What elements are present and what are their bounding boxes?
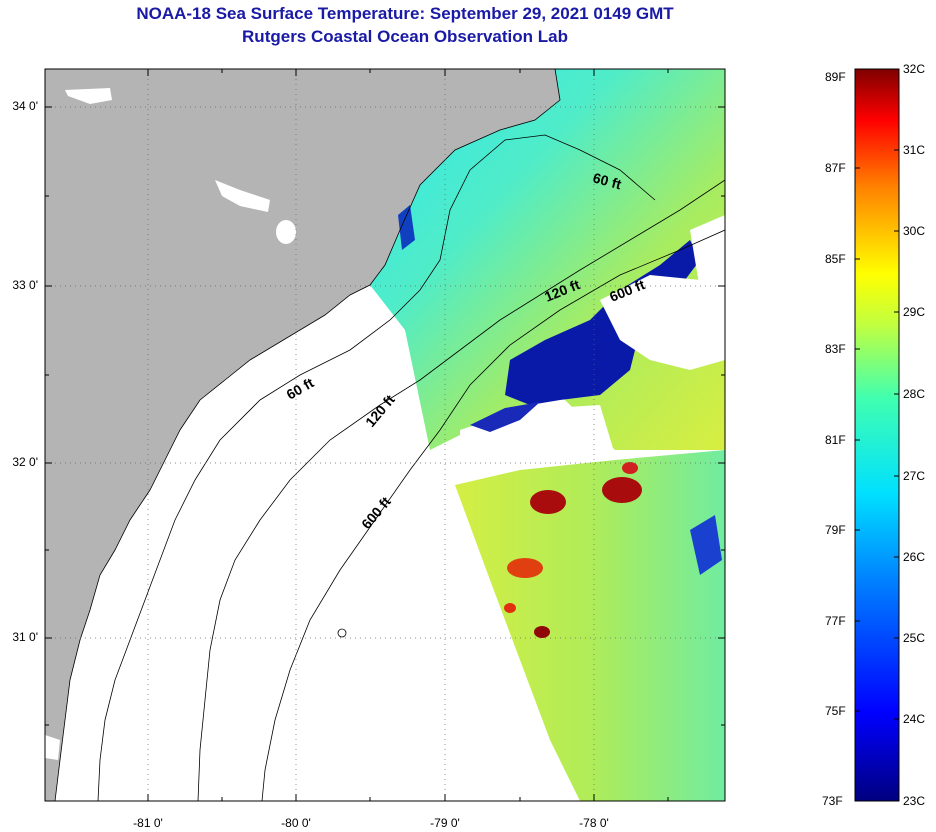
colorbar-f-label: 83F bbox=[825, 342, 846, 356]
colorbar bbox=[854, 68, 900, 802]
colorbar-f-label: 75F bbox=[825, 704, 846, 718]
colorbar-f-label: 87F bbox=[825, 161, 846, 175]
lat-lon-grid bbox=[45, 69, 725, 801]
coastline bbox=[54, 69, 561, 801]
colorbar-c-label: 25C bbox=[903, 631, 926, 645]
lat-label: 32 0' bbox=[12, 455, 38, 469]
colorbar-c-label: 24C bbox=[903, 712, 926, 726]
colorbar-f-label: 79F bbox=[825, 523, 846, 537]
warm-patch bbox=[602, 477, 642, 503]
cold-patch bbox=[470, 402, 540, 432]
cold-patch bbox=[398, 205, 415, 250]
map-subtitle: Rutgers Coastal Ocean Observation Lab bbox=[242, 27, 568, 46]
warm-patch bbox=[534, 626, 550, 638]
warm-patch bbox=[504, 603, 516, 613]
colorbar-f-label: 81F bbox=[825, 433, 846, 447]
lake-spot bbox=[65, 88, 112, 104]
lon-label: -80 0' bbox=[281, 816, 311, 830]
lon-label: -78 0' bbox=[579, 816, 609, 830]
colorbar-c-label: 31C bbox=[903, 143, 926, 157]
colorbar-c-label: 26C bbox=[903, 550, 926, 564]
lat-label: 33 0' bbox=[12, 278, 38, 292]
lon-label: -79 0' bbox=[430, 816, 460, 830]
cloud-mask bbox=[600, 275, 725, 370]
colorbar-c-label: 32C bbox=[903, 62, 926, 76]
colorbar-c-label: 29C bbox=[903, 305, 926, 319]
colorbar-f-label: 89F bbox=[825, 70, 846, 84]
contour-120ft bbox=[197, 179, 725, 801]
seamount-contour bbox=[337, 628, 347, 638]
contour-label-60-north: 60 ft bbox=[591, 169, 623, 192]
lake-spot bbox=[215, 180, 270, 212]
colorbar-c-label: 23C bbox=[903, 794, 926, 808]
contour-600ft bbox=[261, 229, 725, 801]
warm-patch bbox=[530, 490, 566, 514]
colorbar-c-label: 30C bbox=[903, 224, 926, 238]
cloud-mask bbox=[690, 215, 725, 300]
lake-spot bbox=[45, 735, 60, 760]
colorbar-f-label: 85F bbox=[825, 252, 846, 266]
lat-label: 31 0' bbox=[12, 630, 38, 644]
sst-swath-north bbox=[370, 69, 725, 450]
land-mass bbox=[45, 69, 560, 801]
map-title: NOAA-18 Sea Surface Temperature: Septemb… bbox=[136, 4, 674, 23]
warm-patch bbox=[507, 558, 543, 578]
colorbar-f-label: 73F bbox=[822, 794, 843, 808]
lake-spot bbox=[276, 220, 296, 244]
lon-label: -81 0' bbox=[133, 816, 163, 830]
contour-60ft bbox=[97, 134, 656, 801]
colorbar-c-label: 28C bbox=[903, 387, 926, 401]
cold-patch bbox=[690, 515, 722, 575]
colorbar-c-label: 27C bbox=[903, 469, 926, 483]
plot-frame bbox=[44, 68, 726, 802]
lat-label: 34 0' bbox=[12, 99, 38, 113]
sst-swath-south bbox=[455, 450, 725, 801]
axis-ticks bbox=[45, 69, 725, 801]
colorbar-f-label: 77F bbox=[825, 614, 846, 628]
colorbar-ticks bbox=[855, 68, 899, 720]
warm-patch bbox=[622, 462, 638, 474]
